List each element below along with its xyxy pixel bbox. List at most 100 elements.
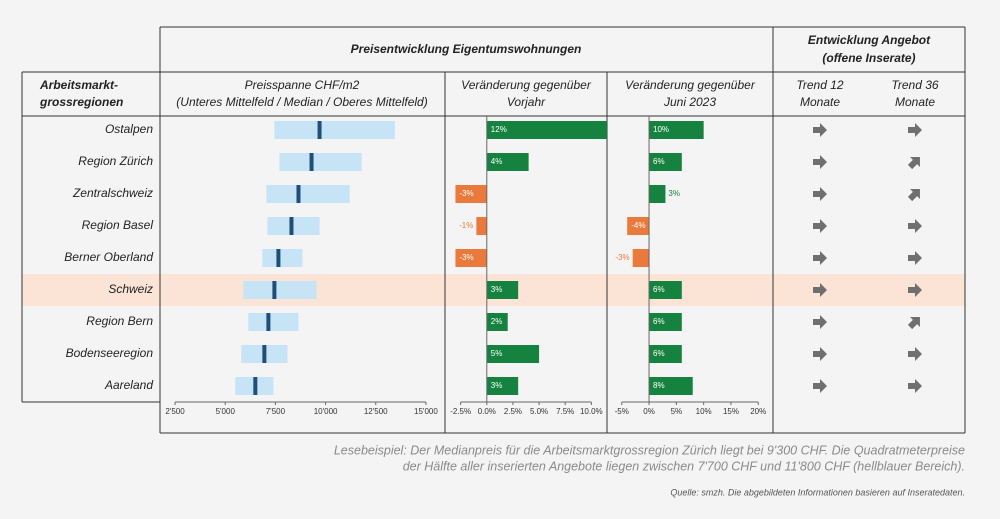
price-median (272, 281, 277, 299)
change-bar (649, 345, 682, 363)
group-title: (offene Inserate) (822, 51, 915, 65)
column-header: Vorjahr (507, 95, 546, 109)
change-bar (455, 185, 487, 203)
trend-arrow (813, 155, 827, 169)
tick-label: 10'000 (314, 407, 338, 416)
trend-arrow (908, 347, 922, 361)
price-range (243, 281, 317, 299)
trend-arrow (813, 219, 827, 233)
trend-arrow (907, 317, 920, 330)
note: Lesebeispiel: Der Medianpreis für die Ar… (334, 443, 965, 457)
change-bar (649, 185, 666, 203)
region-label: Ostalpen (105, 122, 153, 136)
tick-label: 10.0% (580, 407, 603, 416)
price-median (296, 185, 301, 203)
value-label: 8% (653, 381, 665, 390)
tick-label: 0.0% (478, 407, 496, 416)
tick-label: 5% (671, 407, 683, 416)
change-bar (649, 153, 682, 171)
bars (627, 121, 704, 395)
value-label: 3% (491, 381, 503, 390)
trend-arrow (813, 123, 827, 137)
value-label: 3% (668, 189, 680, 198)
change-bar (649, 281, 682, 299)
change-bar (486, 377, 519, 395)
column-header: Juni 2023 (663, 95, 716, 109)
column-header: Preisspanne CHF/m2 (245, 78, 360, 92)
tick-label: 5'000 (216, 407, 236, 416)
value-label: 6% (653, 285, 665, 294)
value-label: 4% (491, 157, 503, 166)
trend-arrow (908, 283, 922, 297)
trend-arrow (907, 157, 920, 170)
price-range (267, 217, 320, 235)
tick-label: 10% (696, 407, 712, 416)
trend-arrow (813, 251, 827, 265)
change-bar (632, 249, 650, 267)
tick-label: 12'500 (364, 407, 388, 416)
change-bar (486, 121, 607, 139)
price-median (253, 377, 258, 395)
change-bar (649, 377, 693, 395)
column-header: Veränderung gegenüber (461, 78, 592, 92)
trend-arrow (908, 123, 922, 137)
value-label: 6% (653, 349, 665, 358)
price-median (317, 121, 322, 139)
region-label: Schweiz (108, 282, 153, 296)
value-label: -3% (459, 189, 473, 198)
trend-arrow (813, 283, 827, 297)
column-header: Monate (895, 95, 935, 109)
price-range (262, 249, 303, 267)
change-bar (627, 217, 650, 235)
trend-arrow (908, 251, 922, 265)
change-bar (649, 313, 682, 331)
change-bar (486, 345, 540, 363)
frame (21, 26, 966, 434)
price-range (274, 121, 395, 139)
group-title: Entwicklung Angebot (808, 33, 931, 47)
region-label: Bodenseeregion (66, 346, 154, 360)
price-range (266, 185, 350, 203)
value-label: 12% (491, 125, 507, 134)
tick-label: 15'000 (414, 407, 438, 416)
region-label: Berner Oberland (64, 250, 153, 264)
note: der Hälfte aller inserierten Angebote li… (403, 459, 965, 473)
price-median (289, 217, 294, 235)
value-label: 6% (653, 157, 665, 166)
price-median (276, 249, 281, 267)
trend-arrow (813, 315, 827, 329)
change-bar (486, 153, 529, 171)
trend-arrow (908, 379, 922, 393)
change-bar (455, 249, 487, 267)
change-bar (476, 217, 487, 235)
price-median (266, 313, 271, 331)
value-label: 2% (491, 317, 503, 326)
region-label: Region Bern (86, 314, 153, 328)
tick-label: 2.5% (504, 407, 522, 416)
column-header: Trend 12 (796, 78, 843, 92)
tick-label: -5% (615, 407, 629, 416)
bars (455, 121, 607, 395)
tick-label: 7'500 (266, 407, 286, 416)
trend-arrow (907, 189, 920, 202)
value-label: 10% (653, 125, 669, 134)
value-label: -4% (631, 221, 645, 230)
tick-label: 7.5% (556, 407, 574, 416)
tick-label: 20% (750, 407, 766, 416)
price-range (279, 153, 362, 171)
tick-label: 0% (643, 407, 655, 416)
region-label: Aareland (104, 378, 153, 392)
column-header: Veränderung gegenüber (625, 78, 756, 92)
price-range (248, 313, 299, 331)
source: Quelle: smzh. Die abgebildeten Informati… (670, 487, 965, 497)
group-title: Preisentwicklung Eigentumswohnungen (351, 42, 582, 56)
column-header: grossregionen (39, 95, 123, 109)
value-label: 6% (653, 317, 665, 326)
value-label: 3% (491, 285, 503, 294)
price-median (309, 153, 314, 171)
region-label: Zentralschweiz (72, 186, 153, 200)
value-label: -3% (615, 253, 629, 262)
value-label: -1% (459, 221, 473, 230)
column-header: Trend 36 (891, 78, 938, 92)
